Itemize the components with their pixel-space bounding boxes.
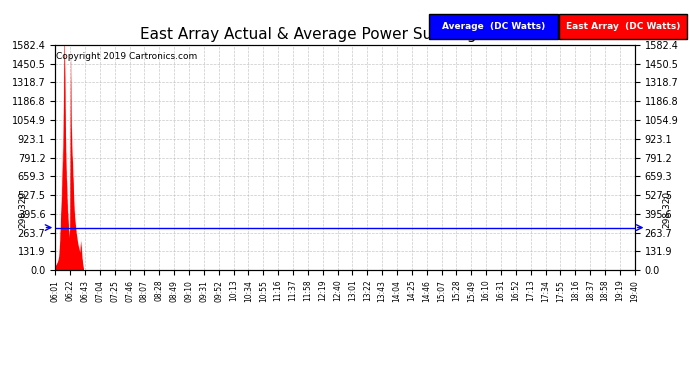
Text: 298.320: 298.320 — [662, 190, 671, 228]
Title: East Array Actual & Average Power Sun Aug 11 19:50: East Array Actual & Average Power Sun Au… — [140, 27, 550, 42]
Text: Copyright 2019 Cartronics.com: Copyright 2019 Cartronics.com — [56, 52, 197, 61]
Text: East Array  (DC Watts): East Array (DC Watts) — [566, 22, 680, 31]
Text: 298.320: 298.320 — [19, 190, 28, 228]
Text: Average  (DC Watts): Average (DC Watts) — [442, 22, 545, 31]
